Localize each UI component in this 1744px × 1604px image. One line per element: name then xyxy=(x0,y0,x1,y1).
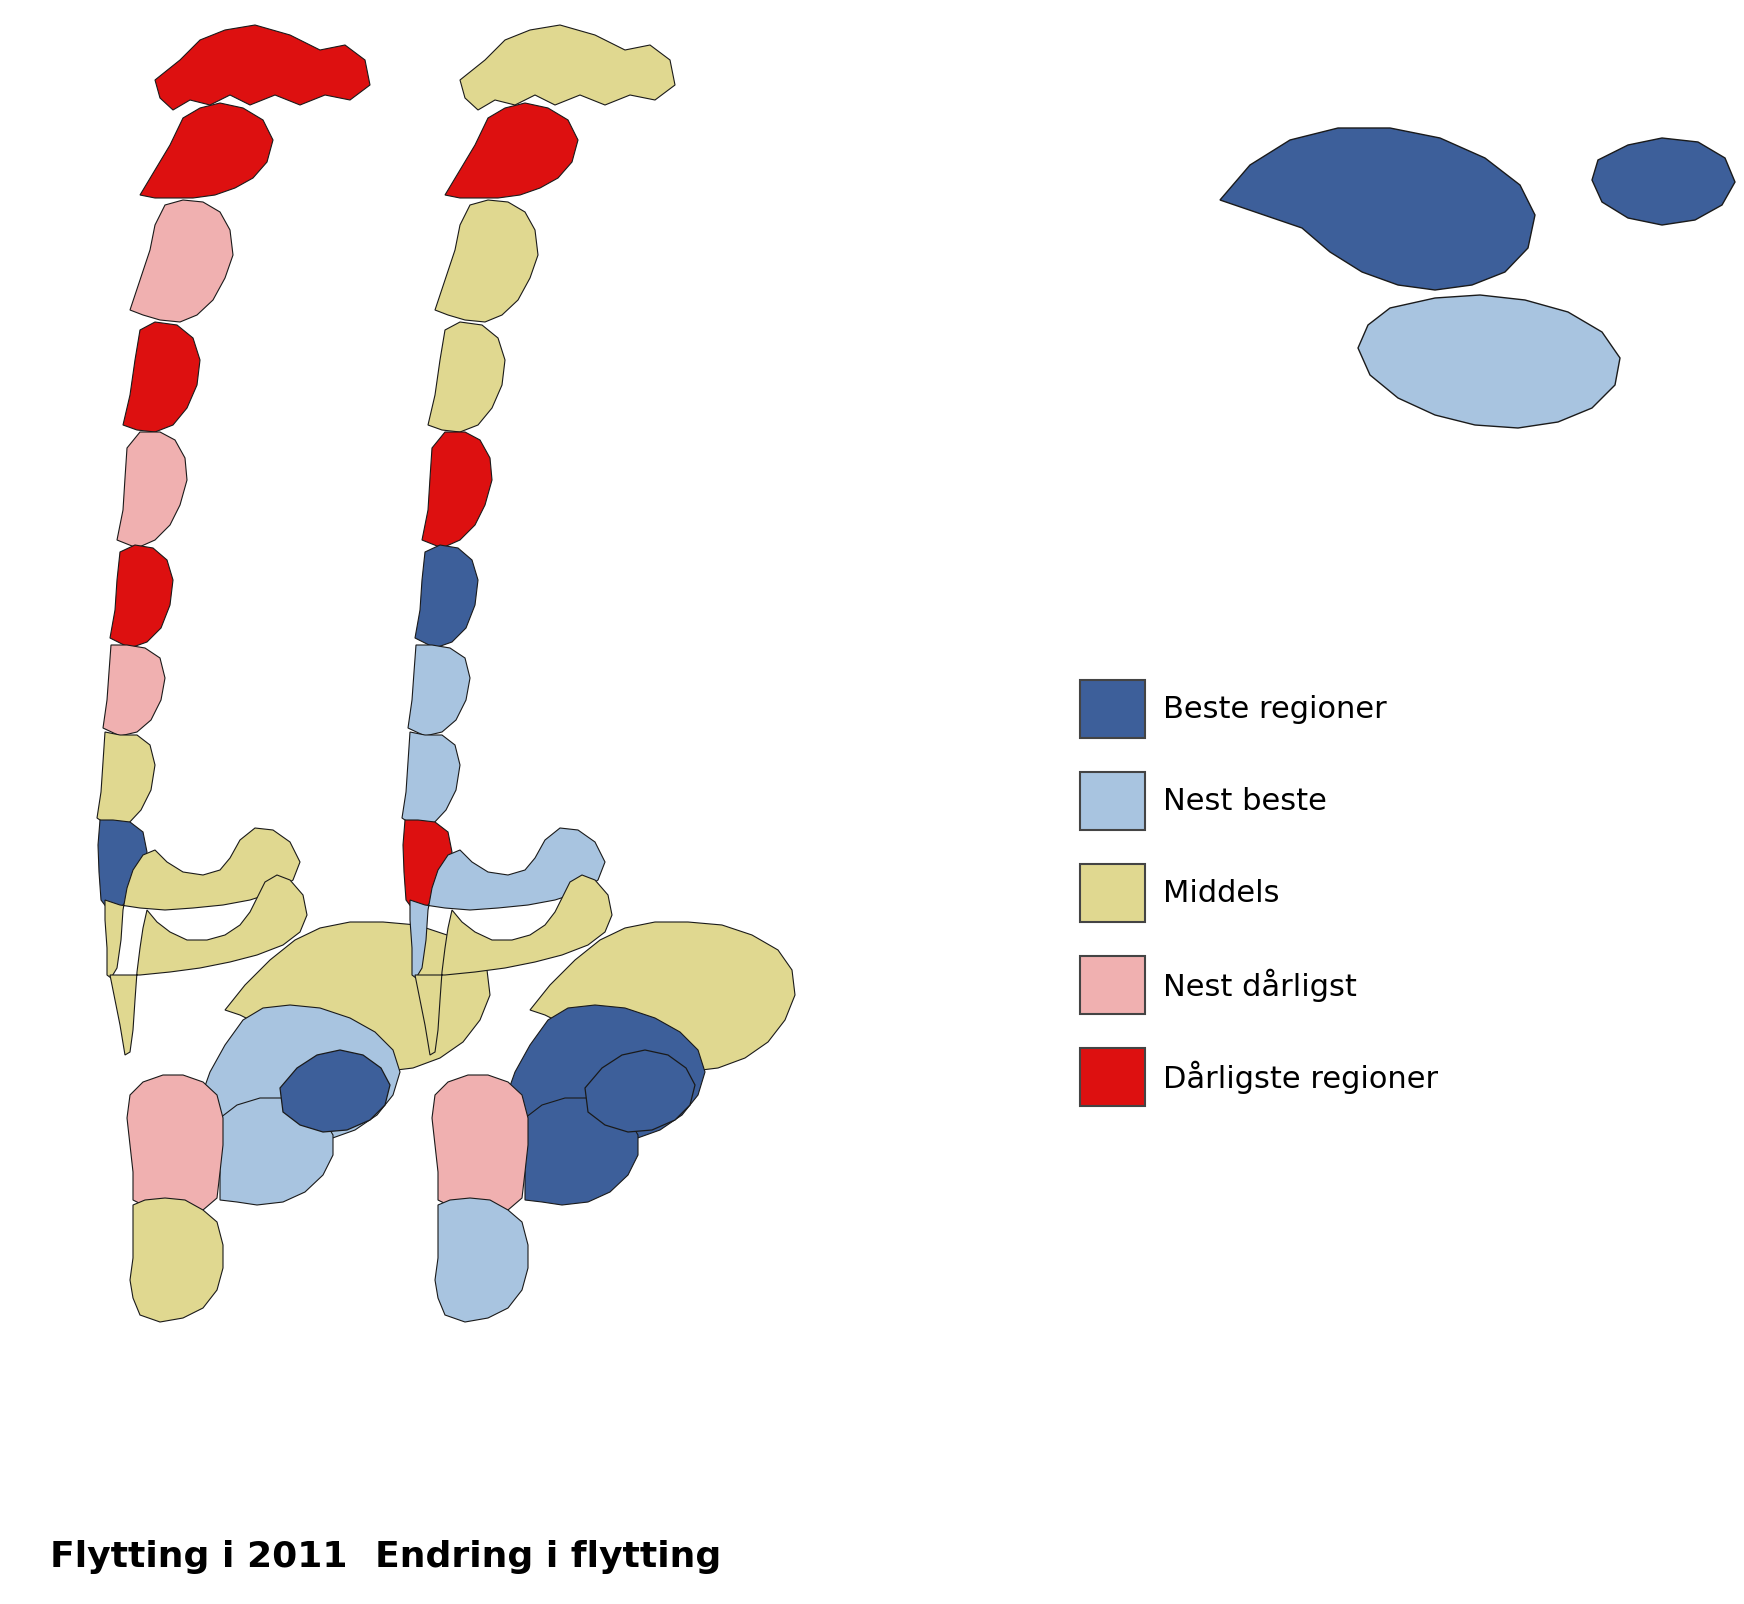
Polygon shape xyxy=(530,922,795,1071)
Polygon shape xyxy=(110,545,173,648)
Polygon shape xyxy=(403,731,460,828)
Text: Nest dårligst: Nest dårligst xyxy=(1163,969,1357,1001)
Polygon shape xyxy=(1221,128,1535,290)
Polygon shape xyxy=(415,876,612,1055)
Polygon shape xyxy=(1592,138,1735,225)
Polygon shape xyxy=(155,26,370,111)
Polygon shape xyxy=(408,645,469,736)
Polygon shape xyxy=(131,200,234,322)
Polygon shape xyxy=(460,26,675,111)
Text: Middels: Middels xyxy=(1163,879,1280,908)
Polygon shape xyxy=(98,820,146,908)
Bar xyxy=(1080,1047,1146,1107)
Polygon shape xyxy=(281,1051,391,1132)
Polygon shape xyxy=(584,1051,696,1132)
Text: Flytting i 2011: Flytting i 2011 xyxy=(51,1540,347,1574)
Polygon shape xyxy=(445,103,577,197)
Polygon shape xyxy=(201,1006,399,1142)
Polygon shape xyxy=(434,200,537,322)
Polygon shape xyxy=(506,1006,705,1142)
Polygon shape xyxy=(427,322,506,431)
Polygon shape xyxy=(225,922,490,1071)
Text: Dårligste regioner: Dårligste regioner xyxy=(1163,1060,1439,1094)
Text: Endring i flytting: Endring i flytting xyxy=(375,1540,722,1574)
Polygon shape xyxy=(110,876,307,1055)
Polygon shape xyxy=(117,431,187,549)
Polygon shape xyxy=(131,1198,223,1322)
Bar xyxy=(1080,865,1146,922)
Polygon shape xyxy=(98,731,155,828)
Polygon shape xyxy=(124,322,201,431)
Polygon shape xyxy=(140,103,274,197)
Polygon shape xyxy=(410,828,605,978)
Polygon shape xyxy=(415,545,478,648)
Polygon shape xyxy=(433,1075,528,1214)
Polygon shape xyxy=(216,1099,333,1205)
Polygon shape xyxy=(422,431,492,549)
Bar xyxy=(1080,956,1146,1014)
Text: Nest beste: Nest beste xyxy=(1163,786,1327,815)
Bar xyxy=(1080,680,1146,738)
Text: Beste regioner: Beste regioner xyxy=(1163,695,1386,723)
Polygon shape xyxy=(105,828,300,978)
Bar xyxy=(1080,772,1146,829)
Polygon shape xyxy=(127,1075,223,1214)
Polygon shape xyxy=(521,1099,638,1205)
Polygon shape xyxy=(434,1198,528,1322)
Polygon shape xyxy=(403,820,452,908)
Polygon shape xyxy=(1359,295,1620,428)
Polygon shape xyxy=(103,645,166,736)
